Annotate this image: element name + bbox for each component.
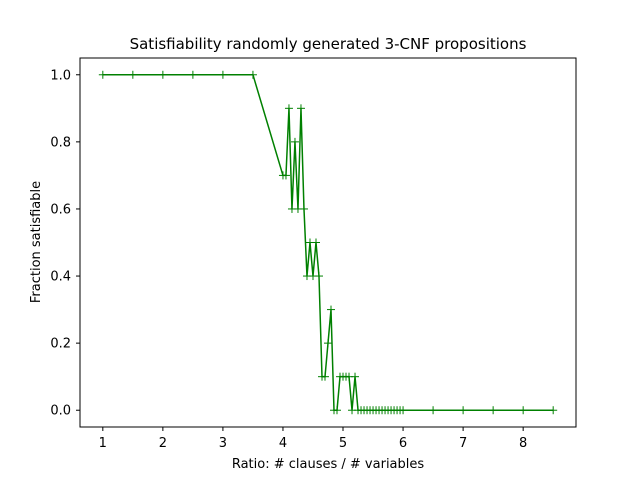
- data-point: [399, 406, 408, 415]
- data-point: [333, 406, 342, 415]
- data-point: [284, 104, 293, 113]
- data-point: [314, 272, 323, 281]
- data-point: [218, 70, 227, 79]
- data-point: [459, 406, 468, 415]
- y-axis: 0.0 0.2 0.4 0.6 0.8 1.0: [50, 68, 80, 419]
- x-tick-label: 3: [219, 436, 227, 451]
- data-point: [351, 372, 360, 381]
- x-tick-label: 7: [459, 436, 467, 451]
- y-tick-label: 0.2: [50, 337, 71, 352]
- x-tick-label: 6: [399, 436, 407, 451]
- chart-title: Satisfiability randomly generated 3-CNF …: [130, 35, 527, 53]
- data-point: [158, 70, 167, 79]
- data-point: [98, 70, 107, 79]
- data-point: [320, 372, 329, 381]
- y-tick-label: 1.0: [50, 68, 71, 83]
- y-tick-label: 0.8: [50, 135, 71, 150]
- data-point: [128, 70, 137, 79]
- data-point: [290, 137, 299, 146]
- x-tick-label: 8: [519, 436, 527, 451]
- axes-frame: [79, 57, 577, 428]
- data-point: [311, 238, 320, 247]
- data-point: [188, 70, 197, 79]
- data-point: [549, 406, 558, 415]
- x-axis-label: Ratio: # clauses / # variables: [232, 457, 425, 472]
- x-tick-label: 4: [279, 436, 287, 451]
- y-tick-label: 0.0: [50, 404, 71, 419]
- data-point: [327, 305, 336, 314]
- x-tick-label: 2: [159, 436, 167, 451]
- data-point: [489, 406, 498, 415]
- data-point: [299, 204, 308, 213]
- data-point: [248, 70, 257, 79]
- data-point: [281, 171, 290, 180]
- y-tick-label: 0.4: [50, 270, 71, 285]
- data-point: [324, 339, 332, 348]
- y-axis-label: Fraction satisfiable: [29, 181, 44, 303]
- data-point: [519, 406, 528, 415]
- data-point: [296, 104, 305, 113]
- data-point: [429, 406, 438, 415]
- plot-area: [98, 70, 558, 415]
- x-tick-label: 1: [99, 436, 107, 451]
- x-axis: 1 2 3 4 5 6 7 8: [99, 427, 527, 451]
- y-tick-label: 0.6: [50, 202, 71, 217]
- x-tick-label: 5: [339, 436, 347, 451]
- series-line: [102, 74, 554, 411]
